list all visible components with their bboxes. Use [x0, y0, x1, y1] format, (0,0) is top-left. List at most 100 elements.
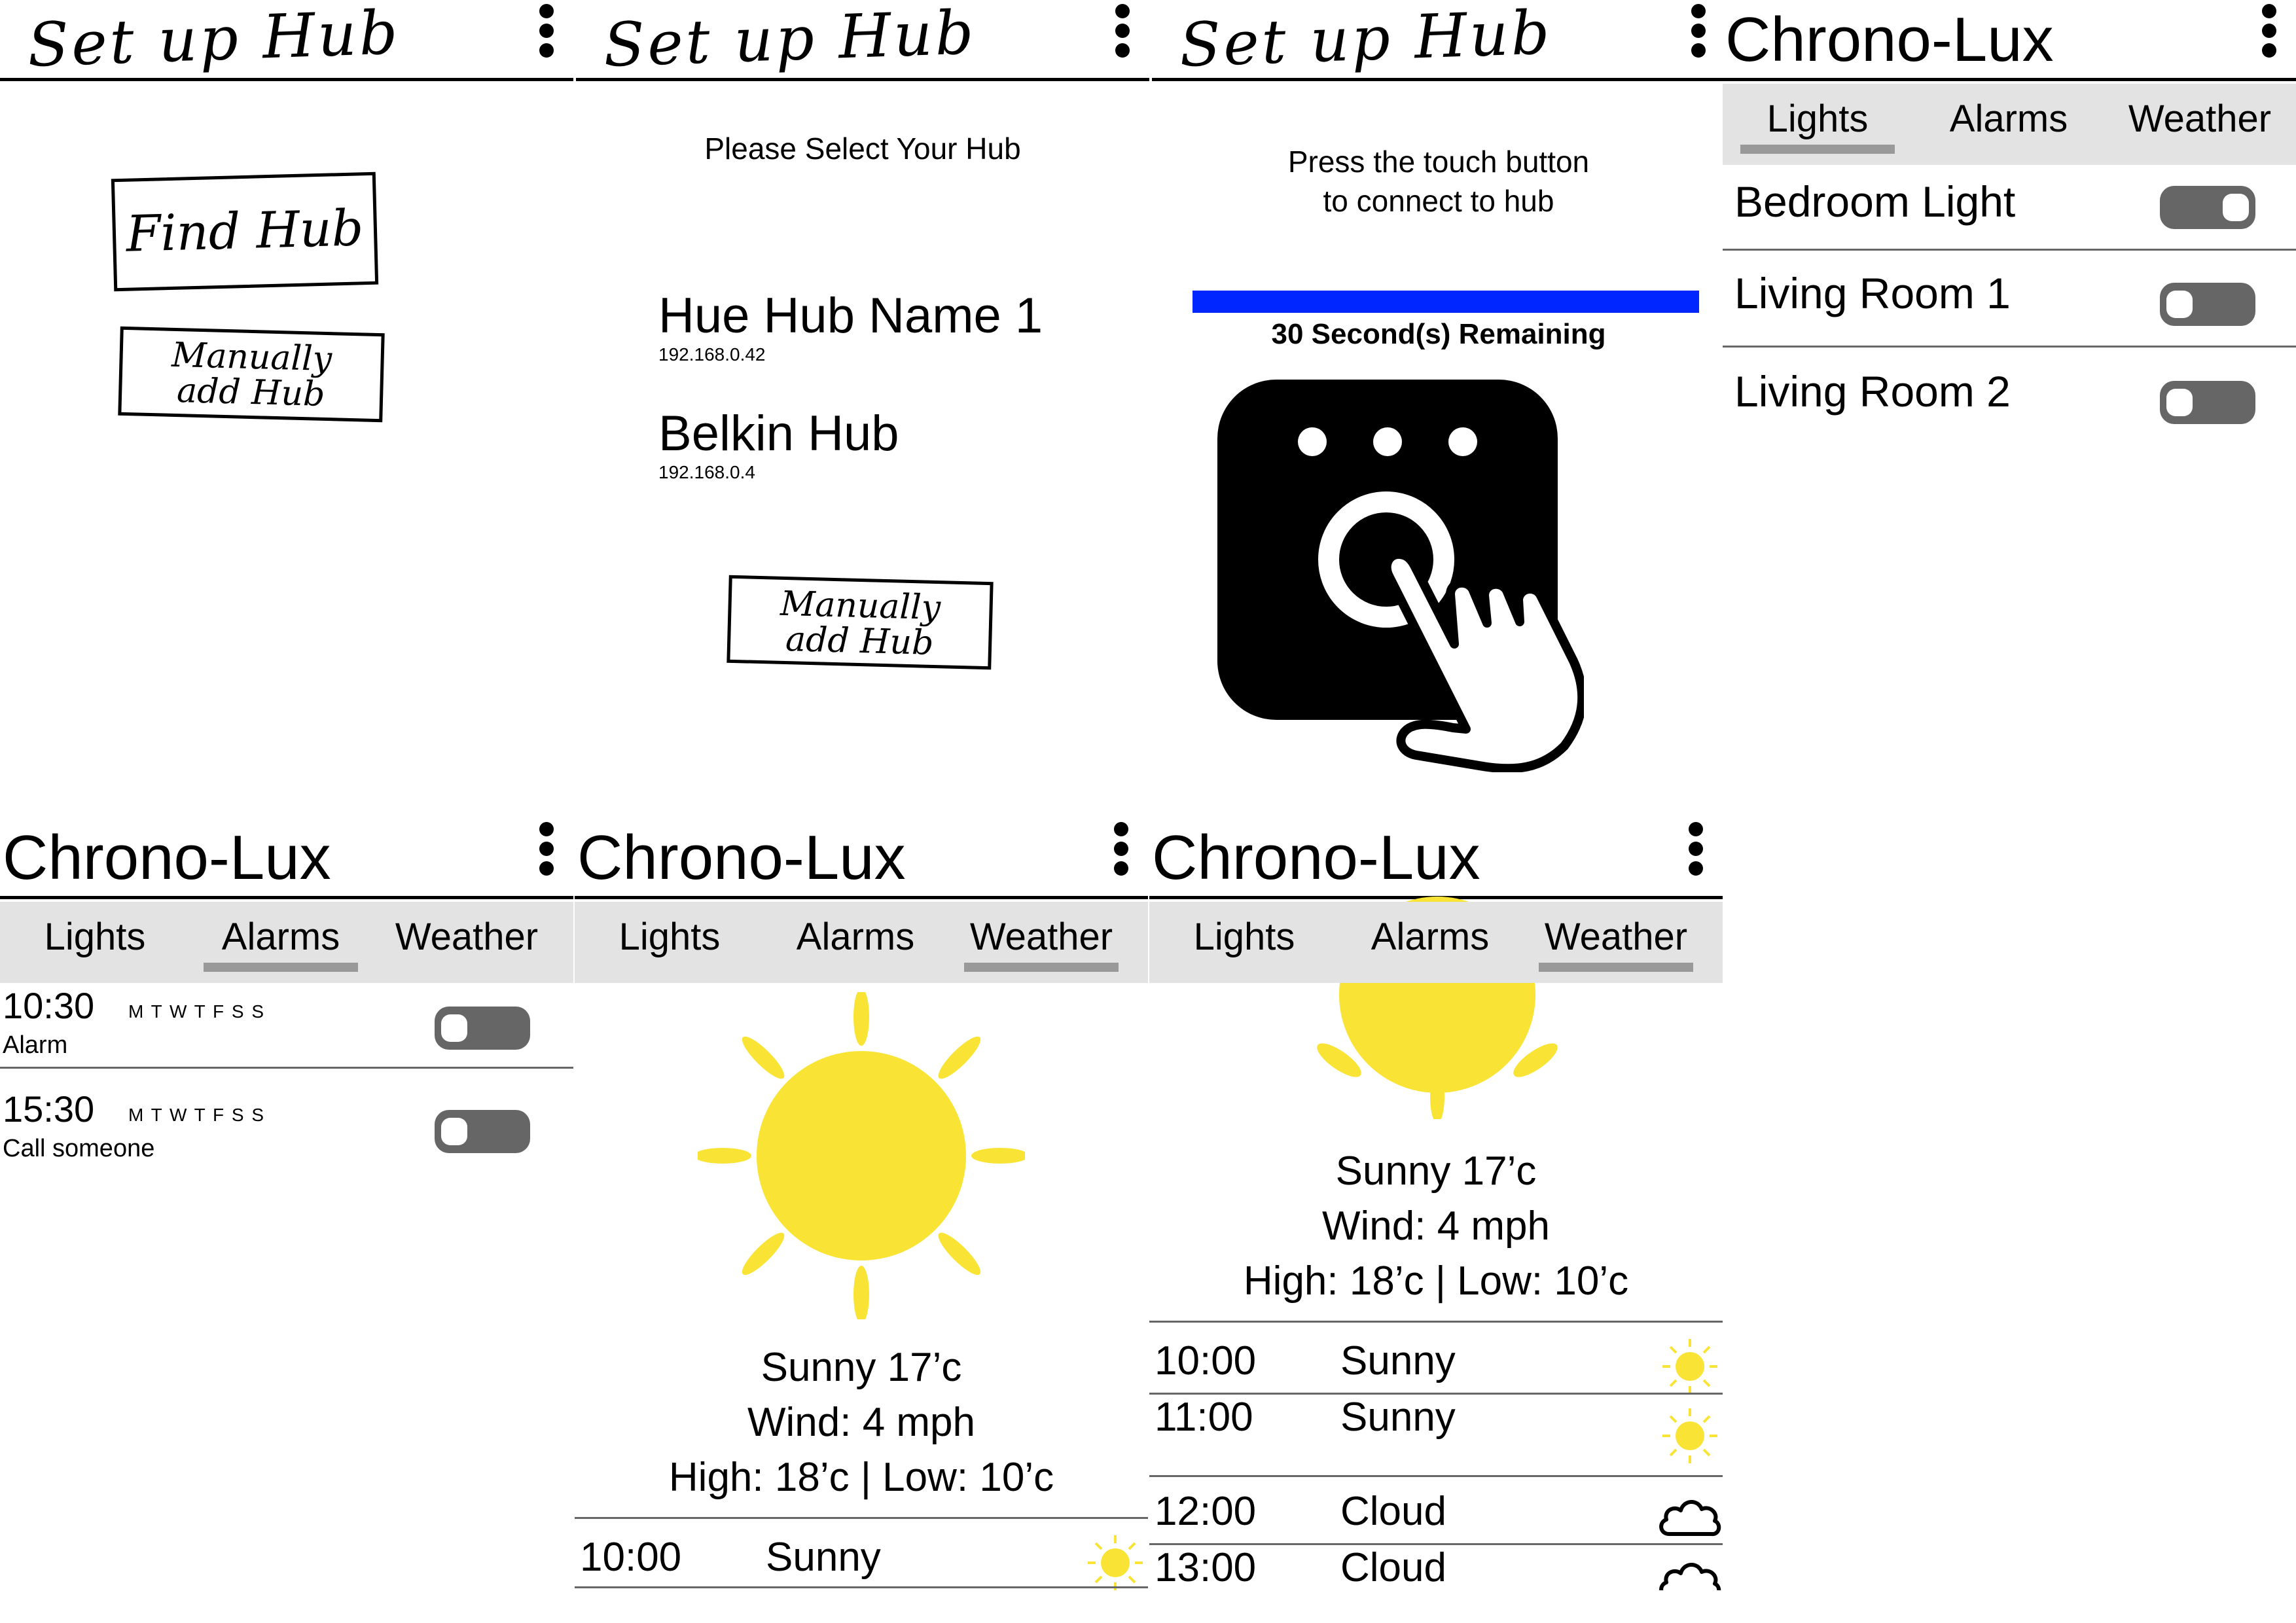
hub-name: Hue Hub Name 1: [658, 288, 1043, 344]
tab-bar: Lights Alarms Weather: [1723, 84, 2296, 165]
countdown-text: 30 Second(s) Remaining: [1271, 318, 1606, 350]
more-menu-icon[interactable]: [1114, 822, 1130, 881]
hourly-row: 12:00 Cloud: [1149, 1484, 1723, 1541]
light-name: Living Room 2: [1734, 367, 2011, 416]
tab-weather[interactable]: Weather: [1521, 915, 1711, 972]
weather-high-low: High: 18’c | Low: 10’c: [1243, 1258, 1629, 1304]
top-bar: Set up Hub: [576, 0, 1149, 81]
top-bar: Set up Hub: [1152, 0, 1725, 81]
setup-screen-find: Set up Hub Find Hub Manually add Hub: [0, 0, 573, 772]
more-menu-icon[interactable]: [2262, 4, 2278, 63]
hour-time: 11:00: [1155, 1395, 1253, 1440]
weather-wind: Wind: 4 mph: [1321, 1204, 1551, 1249]
app-title: Chrono-Lux: [1152, 823, 1480, 893]
row-divider: [575, 1517, 1148, 1519]
manual-add-hub-button[interactable]: Manually add Hub: [118, 326, 385, 423]
sun-icon: [1662, 1339, 1717, 1394]
top-bar: Set up Hub: [0, 0, 573, 81]
hub-list-item[interactable]: Hue Hub Name 1 192.168.0.42: [658, 288, 1077, 365]
page-title: Set up Hub: [602, 0, 978, 80]
select-prompt: Please Select Your Hub: [704, 132, 1021, 166]
more-menu-icon[interactable]: [539, 822, 555, 881]
tab-lights[interactable]: Lights: [1723, 97, 1912, 154]
hourly-row: 10:00 Sunny: [575, 1530, 1148, 1590]
cloud-icon: [1659, 1563, 1721, 1590]
weather-summary: Sunny 17’c: [761, 1345, 962, 1390]
sun-icon: [698, 992, 1025, 1319]
tab-alarms[interactable]: Alarms: [1371, 916, 1490, 958]
hub-touch-button-icon: [1217, 380, 1584, 772]
alarm-row: 15:30 M T W T F S S Call someone: [0, 1086, 573, 1177]
press-instruction-line1: Press the touch button: [1287, 145, 1590, 179]
hour-condition: Sunny: [766, 1535, 881, 1580]
tab-alarms[interactable]: Alarms: [186, 915, 376, 972]
progress-fill: [1193, 291, 1699, 313]
row-divider: [1723, 249, 2296, 251]
tab-bar: Lights Alarms Weather: [1149, 902, 1723, 983]
tab-weather[interactable]: Weather: [2128, 98, 2272, 140]
light-row: Bedroom Light: [1723, 165, 2296, 249]
app-title: Chrono-Lux: [1725, 5, 2054, 75]
row-divider: [1149, 1393, 1723, 1395]
tab-lights[interactable]: Lights: [1193, 916, 1295, 958]
weather-summary: Sunny 17’c: [1335, 1149, 1537, 1194]
row-divider: [0, 1067, 573, 1069]
manual-add-line2: add Hub: [785, 620, 935, 663]
alarm-toggle[interactable]: [435, 1007, 530, 1050]
lights-screen: Chrono-Lux Lights Alarms Weather Bedroom…: [1723, 0, 2296, 772]
light-toggle[interactable]: [2160, 283, 2255, 326]
find-hub-button[interactable]: Find Hub: [111, 171, 379, 292]
hourly-row: 11:00 Sunny: [1149, 1390, 1723, 1463]
light-row: Living Room 2: [1723, 348, 2296, 442]
cloud-icon: [1659, 1500, 1721, 1537]
top-bar: Chrono-Lux: [575, 818, 1148, 899]
alarm-toggle[interactable]: [435, 1110, 530, 1153]
tab-bar: Lights Alarms Weather: [0, 902, 573, 983]
more-menu-icon[interactable]: [1689, 822, 1704, 881]
light-name: Living Room 1: [1734, 269, 2011, 317]
tab-lights[interactable]: Lights: [619, 916, 721, 958]
weather-high-low: High: 18’c | Low: 10’c: [668, 1455, 1054, 1500]
row-divider: [575, 1586, 1148, 1588]
light-name: Bedroom Light: [1734, 177, 2016, 226]
row-divider: [1723, 346, 2296, 348]
app-title: Chrono-Lux: [3, 823, 331, 893]
row-divider: [1149, 1543, 1723, 1545]
hour-condition: Cloud: [1340, 1489, 1446, 1534]
manual-add-hub-button[interactable]: Manually add Hub: [726, 575, 994, 670]
more-menu-icon[interactable]: [1691, 4, 1707, 63]
tab-alarms[interactable]: Alarms: [1949, 98, 2068, 140]
hourly-row: 13:00 Cloud: [1149, 1541, 1723, 1590]
weather-screen-scrolled: Chrono-Lux Lights Alarms Weather Sunny 1…: [1149, 818, 1723, 1590]
setup-screen-select: Set up Hub Please Select Your Hub Hue Hu…: [576, 0, 1149, 772]
tab-bar: Lights Alarms Weather: [575, 902, 1148, 983]
progress-track: [1193, 291, 1699, 313]
find-hub-label: Find Hub: [125, 198, 365, 263]
sun-icon: [1088, 1535, 1143, 1590]
hub-list-item[interactable]: Belkin Hub 192.168.0.4: [658, 406, 1077, 483]
hour-condition: Sunny: [1340, 1338, 1456, 1383]
alarm-days: M T W T F S S: [128, 1001, 266, 1022]
light-toggle[interactable]: [2160, 186, 2255, 229]
tab-alarms[interactable]: Alarms: [796, 916, 915, 958]
alarm-label: Call someone: [3, 1135, 155, 1162]
tab-weather[interactable]: Weather: [395, 916, 539, 958]
hour-condition: Sunny: [1340, 1395, 1456, 1440]
alarms-screen: Chrono-Lux Lights Alarms Weather 10:30 M…: [0, 818, 573, 1590]
hourly-row: 10:00 Sunny: [1149, 1334, 1723, 1394]
more-menu-icon[interactable]: [1115, 4, 1131, 63]
alarm-label: Alarm: [3, 1031, 68, 1059]
light-toggle[interactable]: [2160, 381, 2255, 424]
tab-lights[interactable]: Lights: [44, 916, 146, 958]
setup-screen-connect: Set up Hub Press the touch button to con…: [1152, 0, 1725, 772]
tab-weather[interactable]: Weather: [946, 915, 1136, 972]
top-bar: Chrono-Lux: [1723, 0, 2296, 81]
alarm-time: 10:30: [3, 985, 95, 1026]
manual-add-line2: add Hub: [176, 371, 326, 414]
row-divider: [1149, 1321, 1723, 1323]
hour-time: 10:00: [1155, 1338, 1257, 1383]
light-row: Living Room 1: [1723, 251, 2296, 346]
page-title: Set up Hub: [26, 0, 402, 80]
more-menu-icon[interactable]: [539, 4, 555, 63]
hub-ip: 192.168.0.4: [658, 462, 755, 482]
